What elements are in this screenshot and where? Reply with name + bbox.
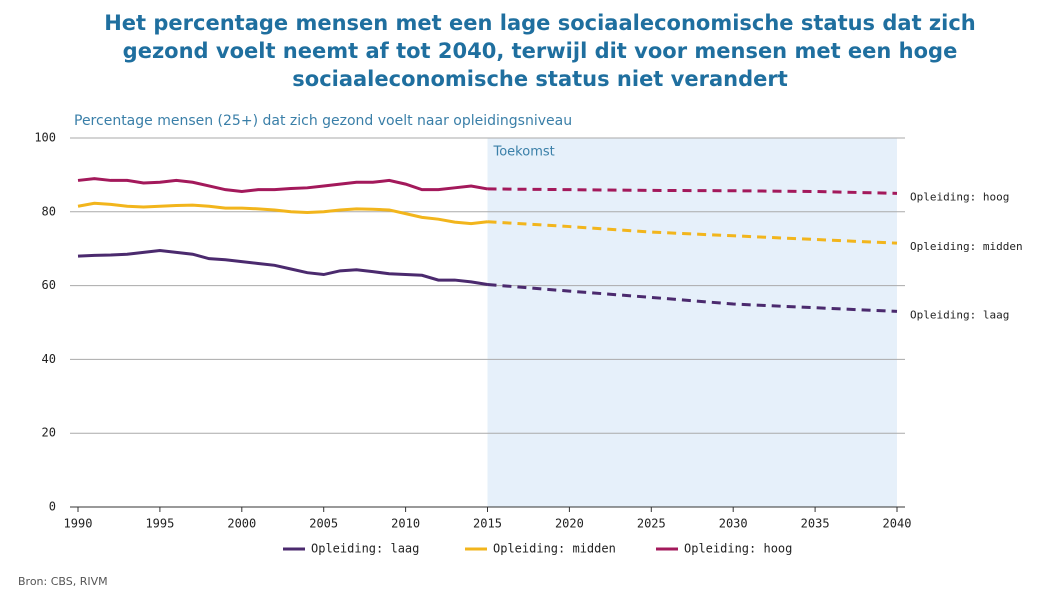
y-tick-label: 0 [49,500,56,514]
series-end-label: Opleiding: laag [910,308,1009,321]
x-tick-label: 2030 [719,517,748,531]
chart-title: Het percentage mensen met een lage socia… [104,11,976,35]
x-tick-label: 2000 [227,517,256,531]
y-tick-label: 100 [34,131,56,145]
y-tick-label: 20 [42,426,56,440]
series-line [487,282,898,313]
future-region [487,138,897,507]
series-line [487,187,898,195]
y-tick-label: 60 [42,278,56,292]
x-tick-label: 1990 [64,517,93,531]
legend-label: Opleiding: hoog [684,542,792,556]
series-line [487,220,898,245]
y-tick-label: 40 [42,352,56,366]
chart-title: sociaaleconomische status niet verandert [292,67,787,91]
x-tick-label: 2005 [309,517,338,531]
x-tick-label: 2010 [391,517,420,531]
x-tick-label: 2035 [801,517,830,531]
series-end-label: Opleiding: hoog [910,190,1009,203]
series-end-label: Opleiding: midden [910,240,1023,253]
legend-label: Opleiding: laag [311,542,419,556]
legend-label: Opleiding: midden [493,542,616,556]
series-line [77,249,488,286]
x-tick-label: 1995 [145,517,174,531]
source: Bron: CBS, RIVM [18,575,108,588]
x-tick-label: 2025 [637,517,666,531]
x-tick-label: 2040 [883,517,912,531]
series-line [77,177,488,194]
subtitle: Percentage mensen (25+) dat zich gezond … [74,113,572,129]
chart-title: gezond voelt neemt af tot 2040, terwijl … [123,39,958,63]
x-tick-label: 2020 [555,517,584,531]
y-tick-label: 80 [42,204,56,218]
x-tick-label: 2015 [473,517,502,531]
series-line [77,201,488,226]
region-label: Toekomst [493,145,555,160]
